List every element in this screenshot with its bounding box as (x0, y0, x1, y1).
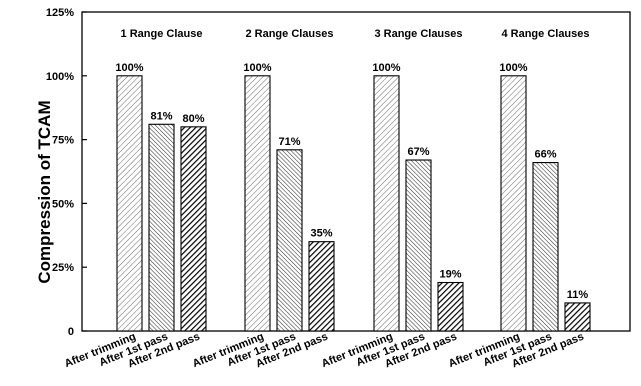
group-label: 2 Range Clauses (245, 28, 333, 40)
bar-data-label: 100% (372, 62, 400, 74)
bar-data-label: 19% (439, 269, 461, 281)
bar (116, 75, 143, 332)
bar (437, 281, 464, 332)
bar-data-label: 100% (243, 62, 271, 74)
bar (276, 149, 303, 332)
bar (373, 75, 400, 332)
y-axis-label: Compression of TCAM (35, 100, 54, 283)
bar-data-label: 66% (534, 149, 556, 161)
bar-data-label: 80% (182, 113, 204, 125)
bar (180, 126, 207, 332)
y-tick-label: 75% (52, 135, 74, 147)
bar-data-label: 100% (115, 62, 143, 74)
plot-frame (81, 11, 631, 332)
bar (500, 75, 527, 332)
bar (405, 159, 432, 332)
group-label: 4 Range Clauses (501, 28, 589, 40)
bar (532, 162, 559, 332)
y-tick-label: 25% (52, 262, 74, 274)
y-tick-label: 50% (52, 198, 74, 210)
bar-data-label: 100% (499, 62, 527, 74)
bar (564, 302, 591, 332)
y-tick-label: 125% (46, 7, 74, 19)
bar (308, 241, 335, 332)
bar-data-label: 35% (310, 228, 332, 240)
bar-data-label: 81% (150, 110, 172, 122)
plot-area: 025%50%75%100%125%1 Range Clause100%Afte… (46, 7, 631, 370)
bar-data-label: 11% (567, 289, 589, 301)
bar-data-label: 67% (407, 146, 429, 158)
y-tick-label: 0 (68, 326, 74, 338)
bar-data-label: 71% (278, 136, 300, 148)
y-tick-label: 100% (46, 71, 74, 83)
group-label: 3 Range Clauses (374, 28, 462, 40)
bar (244, 75, 271, 332)
bar (148, 123, 175, 332)
group-label: 1 Range Clause (121, 28, 203, 40)
